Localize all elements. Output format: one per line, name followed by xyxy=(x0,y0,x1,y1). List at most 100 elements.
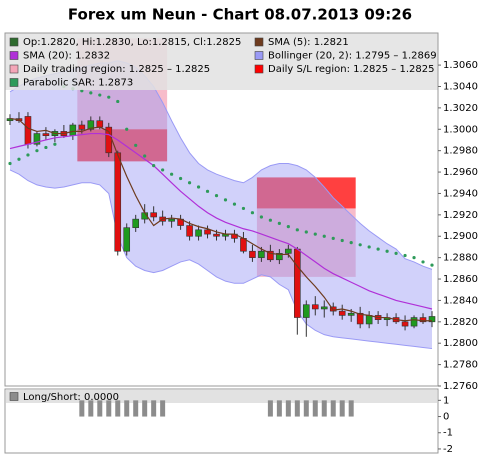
candle-body xyxy=(320,306,328,310)
sar-dot xyxy=(187,181,192,185)
sar-dot xyxy=(376,247,380,251)
y-tick-label: -1 xyxy=(443,428,453,439)
sar-dot xyxy=(385,249,389,253)
y-tick-label: 1.2780 xyxy=(443,360,478,371)
candle-body xyxy=(78,124,86,130)
candle-body xyxy=(365,315,373,325)
legend-swatch xyxy=(254,51,264,60)
sar-dot xyxy=(250,211,255,215)
bar xyxy=(294,400,300,417)
candle-body xyxy=(195,229,202,237)
y-tick-label: 1.2900 xyxy=(443,231,478,242)
sar-dot xyxy=(125,127,129,131)
candle-body xyxy=(356,312,364,325)
sar-dot xyxy=(44,145,48,150)
bar xyxy=(160,400,166,417)
y-tick-label: 1.2820 xyxy=(443,317,478,328)
sar-dot xyxy=(340,238,344,243)
sar-dot xyxy=(26,153,30,157)
sar-dot xyxy=(161,168,165,172)
y-tick-label: 1.2940 xyxy=(443,188,478,199)
candle-body xyxy=(258,250,265,258)
y-tick-label: 1 xyxy=(443,395,449,406)
y-tick-label: 1.3040 xyxy=(443,81,478,92)
y-tick-label: 0 xyxy=(443,412,449,423)
bar xyxy=(106,400,112,417)
candle-body xyxy=(428,316,436,323)
sar-dot xyxy=(349,241,353,245)
sar-dot xyxy=(143,154,147,158)
legend-box xyxy=(5,33,438,90)
band-fill xyxy=(10,60,432,349)
candle-body xyxy=(204,229,211,235)
y-tick-label: 1.2760 xyxy=(443,381,478,392)
region xyxy=(77,129,168,162)
bar xyxy=(285,400,291,417)
candle-body xyxy=(294,248,301,318)
candle-body xyxy=(267,250,274,261)
region xyxy=(256,208,356,277)
candle-body xyxy=(168,218,175,222)
legend-label: Op:1.2820, Hi:1.2830, Lo:1.2815, Cl:1.28… xyxy=(23,37,241,48)
bar xyxy=(88,400,94,417)
sar-dot xyxy=(232,202,237,206)
y-tick-label: 1.3060 xyxy=(443,60,478,71)
sar-dot xyxy=(403,253,407,258)
candle-body xyxy=(123,227,131,252)
y-tick-label: 1.3000 xyxy=(443,124,478,135)
bar xyxy=(79,400,85,417)
bar xyxy=(339,400,345,417)
bar xyxy=(321,400,327,417)
bar xyxy=(303,400,309,417)
candle-body xyxy=(249,250,256,258)
band-lower xyxy=(9,169,433,350)
sar-dot xyxy=(196,185,201,189)
sar-dot xyxy=(430,263,434,267)
candle-body xyxy=(410,317,418,327)
bar xyxy=(330,400,336,417)
sar-dot xyxy=(214,193,219,198)
sar-dot xyxy=(367,245,371,249)
bar xyxy=(97,400,103,417)
sar-dot xyxy=(241,206,246,211)
sar-dot xyxy=(358,243,362,247)
bar xyxy=(267,400,273,417)
bar xyxy=(115,400,121,417)
plot-frame xyxy=(4,32,439,387)
sar-dot xyxy=(322,234,326,238)
legend-swatch xyxy=(9,64,19,74)
legend-label: SMA (5): 1.2821 xyxy=(268,37,349,48)
sar-dot xyxy=(152,164,156,168)
candle-body xyxy=(132,218,140,228)
sar-dot xyxy=(268,218,272,222)
sar-dot xyxy=(98,93,102,97)
sar-dot xyxy=(107,95,111,99)
sar-dot xyxy=(304,230,308,234)
sar-dot xyxy=(178,176,183,181)
sar-dot xyxy=(295,228,299,232)
sar-dot xyxy=(17,157,21,161)
sar-dot xyxy=(134,143,138,147)
legend-swatch xyxy=(9,78,19,87)
candle-body xyxy=(24,116,32,145)
sar-dot xyxy=(421,260,425,264)
y-tick-label: 1.2920 xyxy=(443,210,478,221)
sar-dot xyxy=(8,161,12,166)
bar xyxy=(124,400,130,417)
candle-body xyxy=(213,233,220,237)
legend-label: Parabolic SAR: 1.2873 xyxy=(23,78,133,89)
candle-body xyxy=(33,133,41,145)
y-tick-label: 1.2840 xyxy=(443,295,478,306)
y-tick-label: 1.3020 xyxy=(443,103,478,114)
sar-dot xyxy=(259,215,264,219)
candle-body xyxy=(338,310,346,316)
candle-body xyxy=(186,225,193,237)
candle-body xyxy=(42,133,50,136)
bar xyxy=(312,400,318,417)
sar-dot xyxy=(89,91,93,95)
candle-body xyxy=(276,253,283,261)
lower-legend-box xyxy=(6,390,437,403)
indicator-line xyxy=(9,132,433,310)
candle-body xyxy=(285,248,292,254)
